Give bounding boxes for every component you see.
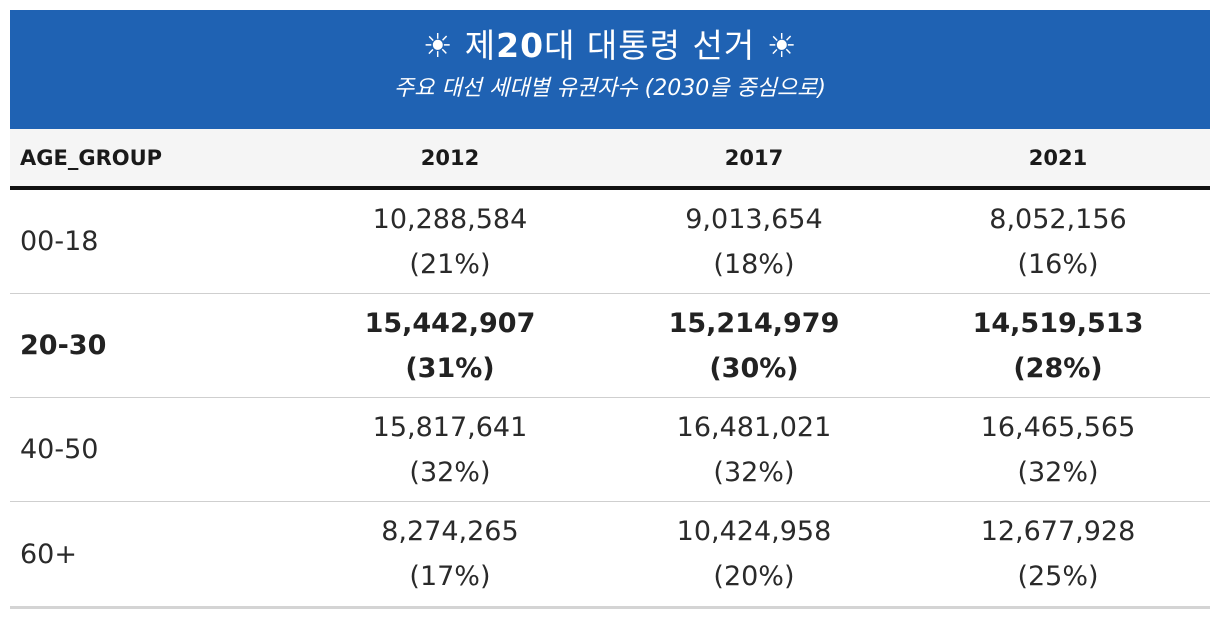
voter-count: 10,288,584 — [372, 203, 528, 235]
table-body: 00-18 10,288,584 (21%) 9,013,654 (18%) 8,0… — [10, 188, 1210, 609]
column-header-2021: 2021 — [905, 129, 1210, 190]
age-group-cell: 40-50 — [10, 397, 298, 502]
voter-count: 15,214,979 — [668, 307, 840, 339]
data-cell: 15,817,641 (32%) — [297, 397, 602, 502]
table-row: 40-50 15,817,641 (32%) 16,481,021 (32%) 16… — [10, 397, 1210, 502]
data-cell: 12,677,928 (25%) — [905, 501, 1210, 609]
voter-count: 16,465,565 — [980, 411, 1136, 443]
table-row: 60+ 8,274,265 (17%) 10,424,958 (20%) 12,67… — [10, 501, 1210, 609]
column-header-age-group: AGE_GROUP — [10, 129, 298, 190]
table-header: AGE_GROUP 2012 2017 2021 — [10, 129, 1210, 190]
data-cell: 8,274,265 (17%) — [297, 501, 602, 609]
voter-percent: (16%) — [1017, 248, 1099, 280]
voter-percent: (32%) — [1017, 456, 1099, 488]
voter-count: 14,519,513 — [972, 307, 1144, 339]
voter-count: 15,442,907 — [364, 307, 536, 339]
title-prefix: ☀ 제 — [422, 26, 497, 65]
voter-count: 12,677,928 — [980, 516, 1136, 547]
page-subtitle: 주요 대선 세대별 유권자수 (2030을 중심으로) — [394, 76, 826, 101]
voter-count: 16,481,021 — [676, 411, 832, 443]
data-cell: 9,013,654 (18%) — [601, 188, 906, 294]
voter-percent: (31%) — [405, 352, 495, 384]
data-cell: 16,481,021 (32%) — [601, 397, 906, 502]
voter-count: 15,817,641 — [372, 411, 528, 443]
data-cell: 8,052,156 (16%) — [905, 188, 1210, 294]
voter-count: 10,424,958 — [676, 516, 832, 547]
voter-count: 8,274,265 — [381, 516, 519, 547]
table-row: 00-18 10,288,584 (21%) 9,013,654 (18%) 8,0… — [10, 188, 1210, 294]
data-cell: 14,519,513 (28%) — [905, 293, 1210, 398]
data-cell: 10,288,584 (21%) — [297, 188, 602, 294]
voter-count: 8,052,156 — [989, 203, 1127, 235]
data-cell: 10,424,958 (20%) — [601, 501, 906, 609]
voter-percent: (32%) — [713, 456, 795, 488]
data-cell: 15,214,979 (30%) — [601, 293, 906, 398]
election-table-widget: ☀ 제20대 대통령 선거 ☀ 주요 대선 세대별 유권자수 (2030을 중심… — [10, 10, 1210, 609]
voter-count: 9,013,654 — [685, 203, 823, 235]
title-suffix: 대 대통령 선거 ☀ — [544, 26, 798, 65]
table-row-highlighted: 20-30 15,442,907 (31%) 15,214,979 (30%) 14… — [10, 293, 1210, 398]
age-group-cell: 60+ — [10, 501, 298, 609]
title-number: 20 — [496, 26, 545, 65]
data-cell: 16,465,565 (32%) — [905, 397, 1210, 502]
voters-table: AGE_GROUP 2012 2017 2021 00-18 10,288,58… — [10, 129, 1210, 609]
voter-percent: (25%) — [1017, 561, 1099, 592]
voter-percent: (32%) — [409, 456, 491, 488]
age-group-cell: 00-18 — [10, 188, 298, 294]
voter-percent: (28%) — [1013, 352, 1103, 384]
voter-percent: (21%) — [409, 248, 491, 280]
title-banner: ☀ 제20대 대통령 선거 ☀ 주요 대선 세대별 유권자수 (2030을 중심… — [10, 10, 1210, 129]
column-header-2012: 2012 — [297, 129, 602, 190]
header-row: AGE_GROUP 2012 2017 2021 — [10, 129, 1210, 190]
voter-percent: (18%) — [713, 248, 795, 280]
voter-percent: (17%) — [409, 561, 491, 592]
voter-percent: (20%) — [713, 561, 795, 592]
voter-percent: (30%) — [709, 352, 799, 384]
column-header-2017: 2017 — [601, 129, 906, 190]
age-group-cell: 20-30 — [10, 293, 298, 398]
page-title: ☀ 제20대 대통령 선거 ☀ — [10, 10, 1210, 66]
data-cell: 15,442,907 (31%) — [297, 293, 602, 398]
